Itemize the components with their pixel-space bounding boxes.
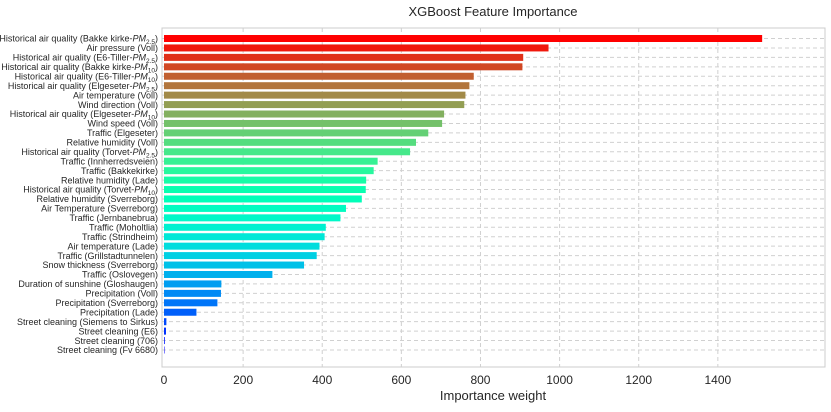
bar — [164, 72, 474, 80]
y-tick-label: Air pressure (Voll) — [86, 43, 158, 53]
bar — [164, 44, 549, 52]
x-tick-label: 1200 — [625, 373, 652, 387]
y-tick-label: Traffic (Jernbanebrua) — [69, 213, 158, 223]
x-tick-label: 1000 — [546, 373, 573, 387]
y-tick-label: Street cleaning (706) — [74, 336, 158, 346]
bar — [164, 129, 429, 137]
y-tick-label: Duration of sunshine (Gloshaugen) — [18, 279, 158, 289]
bars-layer — [164, 35, 763, 354]
bar — [164, 91, 466, 99]
y-tick-label: Traffic (Innherredsveien) — [60, 156, 158, 166]
bar — [164, 308, 197, 316]
y-tick-labels: Historical air quality (Bakke kirke-PM2.… — [0, 34, 158, 356]
y-tick-label: Street cleaning (Fv 6680) — [57, 345, 158, 355]
y-tick-label: Precipitation (Lade) — [80, 307, 158, 317]
x-tick-label: 800 — [470, 373, 490, 387]
bar — [164, 110, 445, 118]
bar — [164, 176, 367, 184]
bar — [164, 346, 165, 354]
x-axis-label: Importance weight — [440, 388, 547, 403]
x-tick-labels: 0 200 400 600 800 1000 1200 1400 — [161, 373, 732, 387]
bar — [164, 35, 763, 42]
chart-title: XGBoost Feature Importance — [408, 4, 577, 19]
y-tick-label: Historical air quality (Torvet-PM10) — [23, 185, 158, 198]
x-tick-label: 1400 — [704, 373, 731, 387]
bar — [164, 318, 167, 326]
bar — [164, 280, 222, 288]
y-tick-label: Relative humidity (Lade) — [61, 175, 158, 185]
y-tick-label: Traffic (Bakkekirke) — [81, 166, 158, 176]
y-tick-label: Wind speed (Voll) — [87, 119, 158, 129]
y-tick-label: Historical air quality (Torvet-PM2.5) — [21, 147, 158, 160]
bar — [164, 233, 325, 241]
y-tick-label: Historical air quality (Elgeseter-PM2.5) — [8, 81, 158, 94]
y-tick-label: Historical air quality (Elgeseter-PM10) — [10, 109, 158, 122]
bar — [164, 157, 378, 165]
bar — [164, 214, 341, 222]
x-tick-label: 0 — [161, 373, 168, 387]
bar — [164, 167, 374, 175]
y-tick-label: Precipitation (Sverreborg) — [55, 298, 158, 308]
bar — [164, 289, 221, 297]
bar — [164, 195, 362, 203]
bar — [164, 204, 346, 212]
bar — [164, 252, 317, 260]
y-tick-label: Air temperature (Lade) — [67, 241, 158, 251]
bar — [164, 138, 416, 146]
bar — [164, 186, 366, 194]
y-tick-label: Snow thickness (Sverreborg) — [42, 260, 158, 270]
y-tick-label: Relative humidity (Sverreborg) — [36, 194, 158, 204]
bar — [164, 270, 273, 278]
bar — [164, 327, 166, 335]
y-tick-label: Historical air quality (E6-Tiller-PM2.5) — [13, 53, 158, 66]
bar — [164, 242, 320, 250]
x-tick-label: 200 — [233, 373, 253, 387]
bar — [164, 53, 524, 61]
bar — [164, 223, 326, 231]
bar — [164, 82, 470, 90]
bar — [164, 261, 305, 269]
bar — [164, 119, 443, 127]
y-tick-label: Traffic (Strindheim) — [82, 232, 158, 242]
y-tick-label: Traffic (Moholtlia) — [89, 222, 158, 232]
y-tick-label: Street cleaning (Siemens to Sirkus) — [17, 317, 158, 327]
y-tick-label: Historical air quality (Bakke kirke-PM10… — [1, 62, 158, 75]
y-tick-label: Traffic (Oslovegen) — [82, 270, 158, 280]
bar — [164, 148, 411, 156]
bar — [164, 299, 218, 307]
y-tick-label: Air temperature (Voll) — [73, 90, 158, 100]
y-tick-label: Historical air quality (E6-Tiller-PM10) — [15, 71, 158, 84]
y-tick-label: Street cleaning (E6) — [78, 326, 158, 336]
x-tick-label: 600 — [391, 373, 411, 387]
y-tick-label: Precipitation (Voll) — [85, 289, 158, 299]
bar — [164, 63, 523, 71]
x-tick-label: 400 — [312, 373, 332, 387]
y-tick-label: Relative humidity (Voll) — [66, 138, 158, 148]
bar — [164, 101, 465, 109]
y-tick-label: Air Temperature (Sverreborg) — [41, 204, 158, 214]
y-tick-label: Wind direction (Voll) — [78, 100, 158, 110]
bar — [164, 337, 165, 345]
y-tick-label: Historical air quality (Bakke kirke-PM2.… — [0, 34, 158, 47]
y-tick-label: Traffic (Grillstadtunnelen) — [57, 251, 158, 261]
y-tick-label: Traffic (Elgeseter) — [87, 128, 158, 138]
